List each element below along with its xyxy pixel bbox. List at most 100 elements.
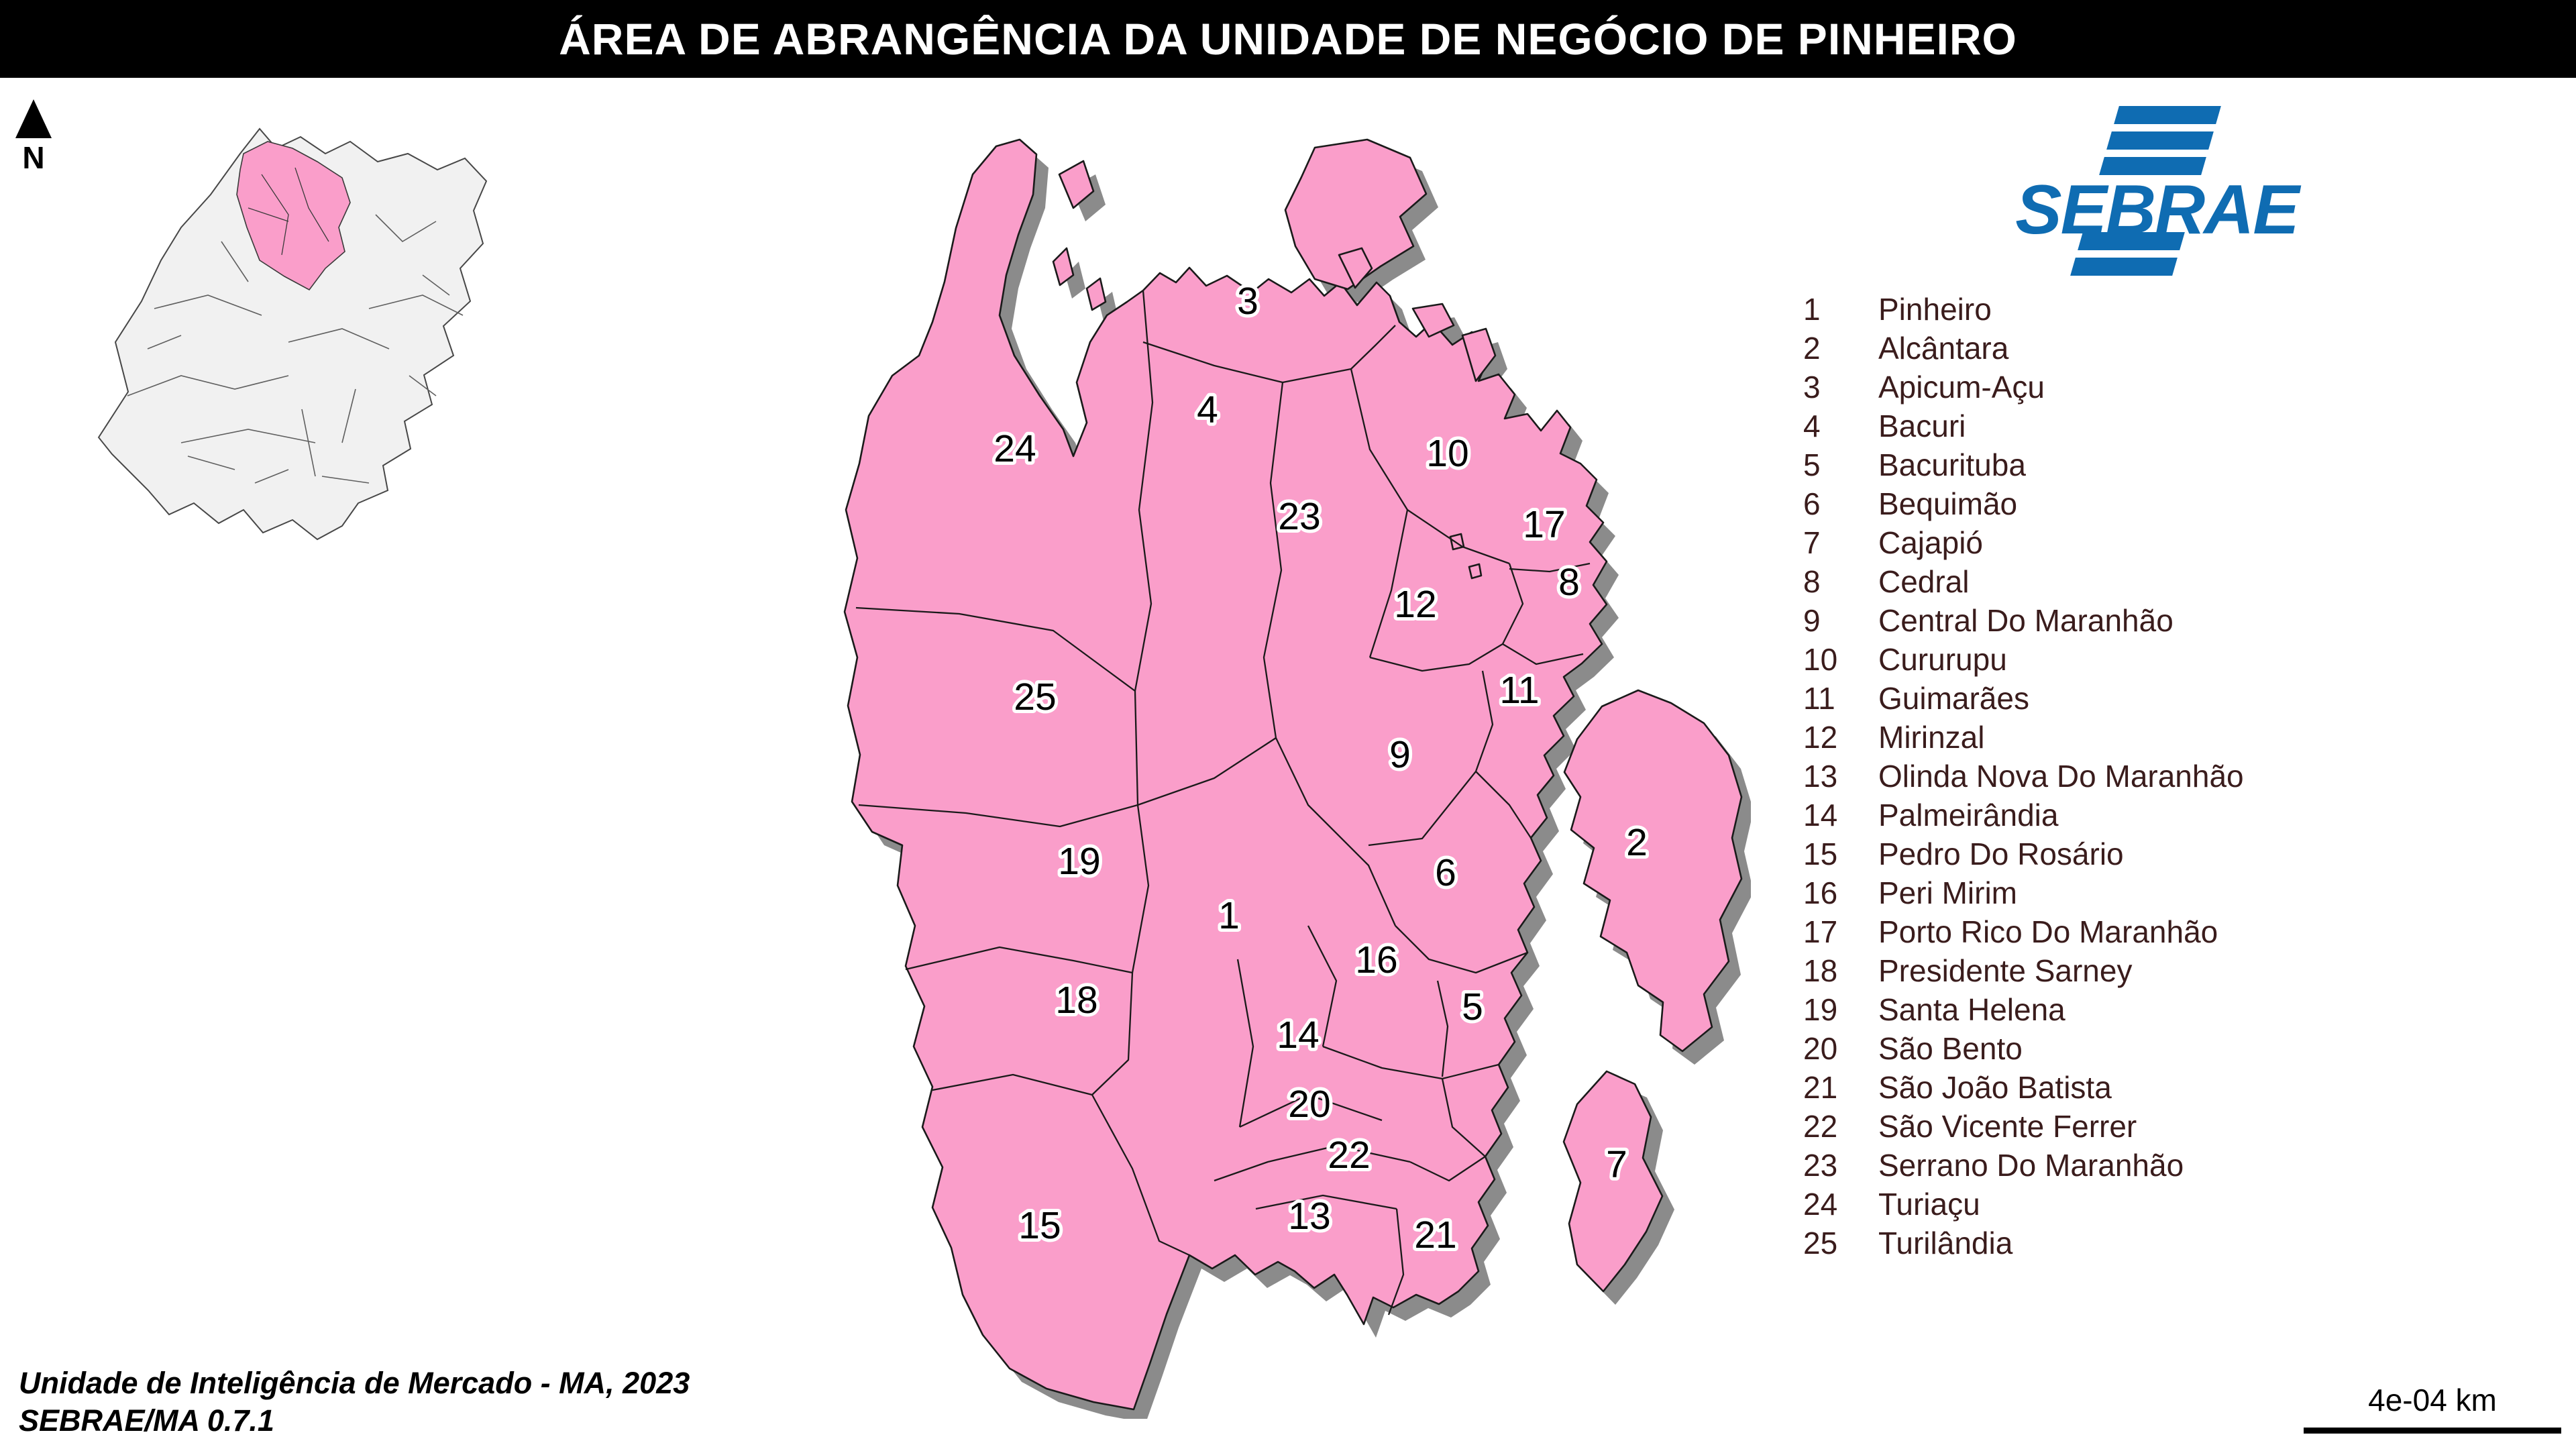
legend-item: 12 Mirinzal (1803, 718, 2244, 757)
legend-item: 6 Bequimão (1803, 484, 2244, 523)
logo-stripe-icon (2078, 232, 2185, 250)
legend-item-name: Presidente Sarney (1878, 953, 2133, 988)
legend-item: 18 Presidente Sarney (1803, 951, 2244, 990)
map-number-label: 18 (1055, 979, 1097, 1022)
map-number-label: 22 (1328, 1134, 1370, 1177)
municipality-borders (855, 290, 1591, 1316)
logo-stripe-icon (2114, 106, 2221, 124)
legend-item: 1 Pinheiro (1803, 290, 2244, 329)
legend-item-number: 1 (1803, 292, 1821, 327)
legend-item-name: Apicum-Açu (1878, 370, 2045, 405)
map-number-label: 6 (1435, 851, 1456, 894)
legend-item: 25 Turilândia (1803, 1224, 2244, 1263)
legend-item: 21 São João Batista (1803, 1068, 2244, 1107)
map-number-label: 21 (1414, 1214, 1456, 1256)
map-number-label: 5 (1462, 985, 1483, 1028)
legend-list: 1 Pinheiro 2 Alcântara 3 Apicum-Açu 4 Bacuri 5 Ba… (1803, 290, 2244, 1263)
legend-item-name: São Bento (1878, 1031, 2023, 1066)
legend-item-name: Pinheiro (1878, 292, 1992, 327)
map-number-label: 20 (1288, 1083, 1330, 1126)
legend-item-number: 16 (1803, 875, 1838, 910)
legend-item-name: Mirinzal (1878, 720, 1985, 755)
legend-item: 17 Porto Rico Do Maranhão (1803, 912, 2244, 951)
inset-state-map (97, 127, 488, 541)
map-number-label: 15 (1018, 1204, 1061, 1247)
legend-item-name: Turilândia (1878, 1226, 2013, 1260)
legend-item: 11 Guimarães (1803, 679, 2244, 718)
legend-item-number: 6 (1803, 486, 1821, 521)
inset-highlight-lines (248, 167, 329, 256)
legend-item: 23 Serrano Do Maranhão (1803, 1146, 2244, 1185)
legend-item-number: 14 (1803, 798, 1838, 833)
logo-stripe-icon (2070, 258, 2178, 276)
map-number-label: 11 (1499, 669, 1539, 712)
legend-item-name: Pedro Do Rosário (1878, 837, 2124, 871)
legend-item-number: 11 (1803, 681, 1835, 716)
map-number-label: 4 (1197, 388, 1218, 431)
legend-item-number: 23 (1803, 1148, 1838, 1183)
north-arrow-icon (15, 99, 52, 138)
legend-item-number: 20 (1803, 1031, 1838, 1066)
legend-item-number: 19 (1803, 992, 1838, 1027)
legend-item-number: 22 (1803, 1109, 1838, 1144)
sebrae-logo: SEBRAE (1989, 106, 2324, 287)
legend-item-number: 17 (1803, 914, 1838, 949)
legend-item-name: Bacurituba (1878, 447, 2026, 482)
legend-item-number: 12 (1803, 720, 1838, 755)
legend-item-name: Alcântara (1878, 331, 2009, 366)
map-number-label: 2 (1626, 821, 1648, 864)
state-outline (97, 127, 488, 541)
map-number-label: 13 (1288, 1195, 1330, 1238)
map-number-label: 24 (994, 427, 1036, 470)
scale-bar-label: 4e-04 km (2368, 1383, 2497, 1417)
legend-item-number: 7 (1803, 525, 1821, 560)
legend-item: 15 Pedro Do Rosário (1803, 835, 2244, 873)
legend-item-number: 5 (1803, 447, 1821, 482)
map-number-label: 14 (1277, 1014, 1319, 1057)
legend-item: 9 Central Do Maranhão (1803, 601, 2244, 640)
legend-item-number: 9 (1803, 603, 1821, 638)
legend-item-name: Peri Mirim (1878, 875, 2017, 910)
inset-highlight-region (236, 141, 351, 291)
map-number-label: 25 (1014, 676, 1056, 718)
legend-item-name: Bacuri (1878, 409, 1966, 443)
legend-item: 7 Cajapió (1803, 523, 2244, 562)
legend-item: 2 Alcântara (1803, 329, 2244, 368)
legend-item-name: Cururupu (1878, 642, 2007, 677)
main-map: 1234567891011121314151617181920212223242… (843, 138, 1751, 1419)
map-number-label: 7 (1606, 1143, 1627, 1186)
legend-item-number: 25 (1803, 1226, 1838, 1260)
title-bar: ÁREA DE ABRANGÊNCIA DA UNIDADE DE NEGÓCI… (0, 0, 2576, 78)
legend-item-name: Olinda Nova Do Maranhão (1878, 759, 2244, 794)
island-polygon (1468, 563, 1483, 580)
north-arrow-label: N (22, 140, 45, 175)
legend-item-number: 18 (1803, 953, 1838, 988)
legend-item: 10 Cururupu (1803, 640, 2244, 679)
legend-item: 5 Bacurituba (1803, 445, 2244, 484)
map-number-label: 8 (1558, 561, 1580, 604)
legend-item-number: 8 (1803, 564, 1821, 599)
legend-item-name: Santa Helena (1878, 992, 2065, 1027)
footer-line-2: SEBRAE/MA 0.7.1 (19, 1403, 274, 1438)
legend-item-name: Cedral (1878, 564, 1970, 599)
legend-item: 3 Apicum-Açu (1803, 368, 2244, 407)
legend-item-name: Serrano Do Maranhão (1878, 1148, 2184, 1183)
municipality-number-labels: 1234567891011121314151617181920212223242… (990, 276, 1651, 1260)
legend-item: 19 Santa Helena (1803, 990, 2244, 1029)
legend-item-name: Guimarães (1878, 681, 2029, 716)
legend-item: 24 Turiaçu (1803, 1185, 2244, 1224)
legend-item-name: Cajapió (1878, 525, 1983, 560)
legend-item: 22 São Vicente Ferrer (1803, 1107, 2244, 1146)
legend-item-name: Palmeirândia (1878, 798, 2059, 833)
legend-item: 20 São Bento (1803, 1029, 2244, 1068)
scale-bar: 4e-04 km (2304, 1382, 2561, 1434)
footer-line-1: Unidade de Inteligência de Mercado - MA,… (19, 1366, 690, 1400)
map-number-label: 16 (1355, 938, 1397, 981)
legend-item-name: Central Do Maranhão (1878, 603, 2174, 638)
legend-item-name: São João Batista (1878, 1070, 2112, 1105)
map-number-label: 1 (1218, 894, 1240, 937)
logo-stripe-icon (2106, 131, 2214, 150)
north-arrow: N (13, 99, 54, 176)
footer-credits: Unidade de Inteligência de Mercado - MA,… (19, 1364, 690, 1440)
